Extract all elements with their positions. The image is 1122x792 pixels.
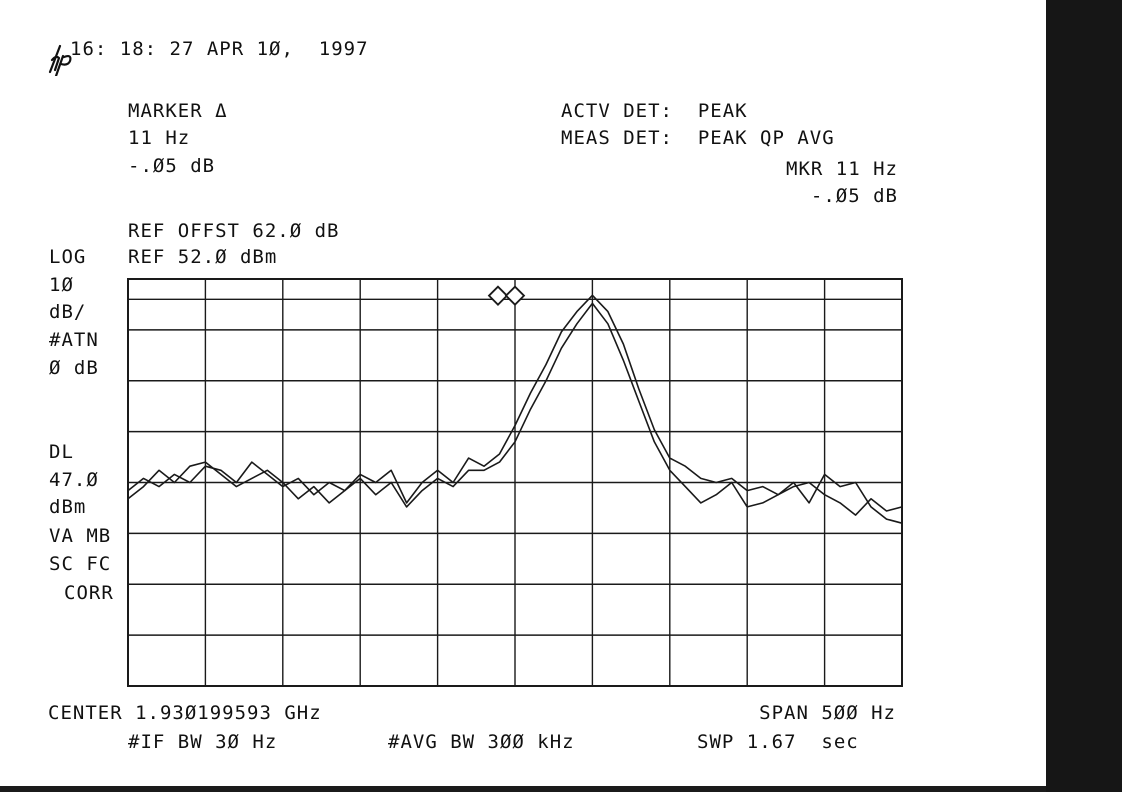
frequency-span: SPAN 5ØØ Hz bbox=[759, 702, 896, 724]
trace-group bbox=[127, 294, 903, 524]
scale-unit: dB/ bbox=[49, 301, 87, 323]
scale-mode: LOG bbox=[49, 246, 87, 268]
scanner-dark-edge bbox=[1046, 0, 1122, 792]
delta-marker-reference bbox=[487, 285, 509, 306]
plot-frame bbox=[127, 278, 903, 687]
reference-offset: REF OFFST 62.Ø dB bbox=[128, 220, 340, 242]
timestamp: 16: 18: 27 APR 1Ø, 1997 bbox=[70, 38, 369, 60]
bottom-edge-line bbox=[0, 786, 1046, 792]
center-frequency: CENTER 1.93Ø199593 GHz bbox=[48, 702, 322, 724]
marker-title: MARKER Δ bbox=[128, 100, 228, 122]
correction-indicator: CORR bbox=[64, 582, 114, 604]
sweep-time: SWP 1.67 sec bbox=[697, 731, 859, 753]
reference-level: REF 52.Ø dBm bbox=[128, 246, 278, 268]
marker-group bbox=[487, 285, 526, 306]
marker-level: -.Ø5 dB bbox=[128, 155, 216, 177]
marker-readout-frequency: MKR 11 Hz bbox=[786, 158, 898, 180]
sc-fc-indicator: SC FC bbox=[49, 553, 112, 575]
scale-value: 1Ø bbox=[49, 274, 74, 296]
attenuation-label: #ATN bbox=[49, 329, 99, 351]
display-line-unit: dBm bbox=[49, 496, 87, 518]
display-line-label: DL bbox=[49, 441, 74, 463]
measurement-detector: MEAS DET: PEAK QP AVG bbox=[561, 127, 835, 149]
display-line-value: 47.Ø bbox=[49, 469, 99, 491]
if-bandwidth: #IF BW 3Ø Hz bbox=[128, 731, 278, 753]
active-detector: ACTV DET: PEAK bbox=[561, 100, 748, 122]
hp-logo-icon bbox=[48, 44, 72, 76]
marker-frequency: 11 Hz bbox=[128, 127, 191, 149]
va-mb-indicator: VA MB bbox=[49, 525, 112, 547]
marker-readout-level: -.Ø5 dB bbox=[810, 185, 898, 207]
trace-1 bbox=[127, 294, 903, 524]
attenuation-value: Ø dB bbox=[49, 357, 99, 379]
average-bandwidth: #AVG BW 3ØØ kHz bbox=[388, 731, 575, 753]
trace-2 bbox=[127, 302, 903, 516]
plot-grid bbox=[127, 278, 903, 687]
delta-marker bbox=[504, 285, 526, 306]
